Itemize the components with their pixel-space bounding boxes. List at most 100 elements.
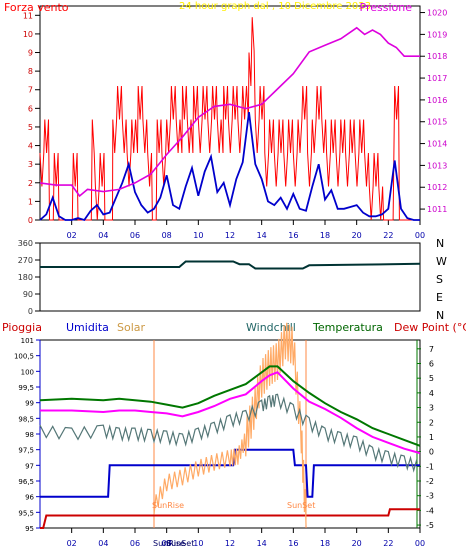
wind-y-tick-label: 6 [28,104,33,113]
compass-label: N [436,309,444,322]
wind-x-tick-label: 04 [98,231,108,240]
temperature-line [39,365,421,447]
wind-x-tick-label: 22 [383,231,393,240]
temperature-y-tick-label: 2 [429,418,434,427]
climate-x-tick-label: 10 [193,539,203,548]
pressure-line [39,26,420,198]
pressure-axis-label: Pressione [360,1,413,14]
avg-wind-line [39,111,420,222]
wind-x-tick-label: 02 [67,231,77,240]
compass-label: W [436,255,447,268]
wind-axis-label: Forza vento [4,1,69,14]
pressure-y-tick-label: 1012 [427,183,447,192]
pressure-y-tick-label: 1017 [427,74,447,83]
wind-x-tick-label: 20 [352,231,362,240]
humidity-line [40,448,420,498]
humidity-y-tick-label: 99,5 [18,384,34,392]
legend-humidity: Umidita [66,321,109,334]
climate-x-tick-label: 00 [415,539,425,548]
wind-gust-line [39,17,419,221]
pressure-y-tick-label: 1016 [427,96,447,105]
legend: Pioggia Umidita Solar Windchill Temperat… [2,321,466,334]
temperature-y-tick-label: -3 [426,492,434,501]
solar-line [153,322,307,526]
temperature-y-tick-label: -5 [426,521,434,530]
wind-x-tick-label: 12 [225,231,235,240]
climate-x-tick-label: 20 [352,539,362,548]
direction-y-tick-label: 180 [18,273,33,282]
wind-x-tick-label: 06 [130,231,140,240]
legend-temperature: Temperatura [312,321,383,334]
humidity-y-tick-label: 97 [25,462,34,470]
temperature-y-tick-label: 4 [429,389,434,398]
temperature-y-tick-label: 7 [429,345,434,354]
wind-x-tick-label: 14 [257,231,267,240]
temperature-y-tick-label: 3 [429,404,434,413]
wind-y-tick-label: 4 [28,142,33,151]
compass-label: E [436,291,443,304]
climate-x-tick-label: 02 [67,539,77,548]
pressure-y-tick-label: 1011 [427,205,447,214]
direction-y-tick-label: 360 [18,239,33,248]
wind-y-ticks: 0 1 2 3 4 5 6 7 8 9 10 11 [23,11,40,225]
climate-series [39,322,421,529]
wind-y-tick-label: 10 [23,30,33,39]
compass-label: S [436,273,443,286]
sunrise-tag: SunRise [152,501,184,510]
climate-x-tick-label: 08 [162,539,172,548]
wind-x-tick-label: 08 [162,231,172,240]
windchill-line [39,393,418,473]
pressure-y-tick-label: 1013 [427,161,447,170]
wind-direction-series [40,260,421,270]
wind-y-tick-label: 8 [28,67,33,76]
temperature-y-tick-label: 1 [429,433,434,442]
humidity-y-tick-label: 100 [21,368,34,376]
humidity-y-tick-label: 95,5 [18,509,34,517]
climate-x-tick-label: 18 [320,539,330,548]
legend-dewpoint: Dew Point (°C) [394,321,466,334]
wind-y-tick-label: 11 [23,11,33,20]
pressure-y-ticks: 1011 1012 1013 1014 1015 1016 1017 1018 1019 1020 [420,9,447,214]
sunrise-axis-label: SunRise [153,539,185,548]
pressure-y-tick-label: 1019 [427,30,447,39]
humidity-y-tick-label: 97,5 [18,447,34,455]
humidity-y-tick-label: 95 [25,525,34,533]
climate-x-tick-label: 22 [383,539,393,548]
humidity-y-tick-label: 101 [21,337,34,345]
humidity-y-tick-label: 96,5 [18,478,34,486]
dewpoint-line [40,371,421,455]
pressure-y-tick-label: 1015 [427,118,447,127]
climate-x-tick-label: 04 [98,539,108,548]
wind-y-tick-label: 3 [28,160,33,169]
sunset-axis-label: SunSet [166,539,194,548]
wind-y-tick-label: 9 [28,49,33,58]
wind-y-tick-label: 5 [28,123,33,132]
climate-x-ticks: 02 04 06 08 10 12 14 16 18 20 22 00 [67,528,425,548]
sunset-tag: SunSet [287,501,315,510]
wind-y-tick-label: 2 [28,179,33,188]
temperature-y-tick-label: 5 [429,374,434,383]
climate-x-tick-label: 12 [225,539,235,548]
graph-title: 24 hour graph dal , 10 Dicembre 2023 [179,1,371,12]
climate-x-tick-label: 14 [257,539,267,548]
humidity-y-tick-label: 99 [25,400,34,408]
wind-y-tick-label: 1 [28,197,33,206]
rain-line [40,508,420,529]
direction-y-tick-label: 270 [18,256,33,265]
pressure-y-tick-label: 1020 [427,9,447,18]
pressure-y-tick-label: 1018 [427,52,447,61]
wind-x-tick-label: 16 [288,231,298,240]
direction-y-tick-label: 90 [23,290,33,299]
compass-label: N [436,237,444,250]
temperature-y-tick-label: -1 [426,462,434,471]
humidity-y-tick-label: 98,5 [18,415,34,423]
legend-windchill: Windchill [246,321,296,334]
wind-x-tick-label: 18 [320,231,330,240]
climate-x-tick-label: 06 [130,539,140,548]
temperature-y-tick-label: 6 [429,360,434,369]
climate-x-tick-label: 16 [288,539,298,548]
legend-rain: Pioggia [2,321,42,334]
wind-x-ticks: 02 04 06 08 10 12 14 16 18 20 22 00 [67,220,425,240]
